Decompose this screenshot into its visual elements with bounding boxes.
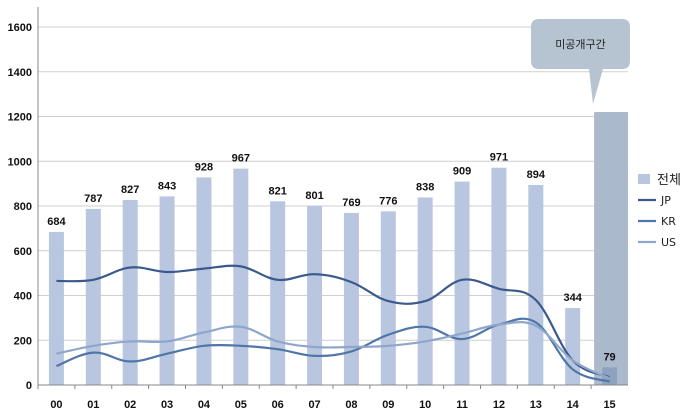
data-label: 894 [527, 169, 546, 181]
x-tick-label: 00 [50, 399, 62, 411]
data-label: 928 [195, 161, 213, 173]
bar [122, 199, 138, 385]
bar [159, 196, 175, 385]
hidden-section-shade [594, 112, 628, 386]
data-label: 967 [232, 153, 250, 165]
hidden-section-callout: 미공개구간 [531, 19, 630, 104]
bar [307, 205, 323, 385]
bar [48, 231, 64, 385]
bar [196, 177, 212, 385]
x-tick-label: 12 [493, 399, 505, 411]
hidden-section-band [594, 112, 628, 386]
legend-label: US [661, 236, 676, 249]
bar [85, 208, 101, 385]
bar [528, 184, 544, 385]
data-label: 79 [603, 351, 615, 363]
data-labels: 684 787 827 843 928 967 821 801 769 776 838 909 971 8… [47, 152, 615, 364]
data-label: 827 [121, 184, 139, 196]
bar [343, 212, 359, 385]
data-label: 769 [342, 197, 360, 209]
x-tick-label: 05 [235, 399, 247, 411]
bar [270, 201, 286, 385]
data-label: 843 [158, 180, 176, 192]
y-tick-label: 800 [14, 201, 32, 213]
x-tick-label: 11 [456, 399, 468, 411]
x-tick-label: 02 [124, 399, 136, 411]
x-tick-label: 15 [603, 399, 615, 411]
x-tick-label: 14 [567, 399, 580, 411]
data-label: 776 [379, 195, 397, 207]
bar [491, 167, 507, 385]
data-label: 344 [564, 292, 583, 304]
y-tick-label: 600 [14, 246, 32, 258]
legend-swatch [638, 174, 650, 184]
callout-label: 미공개구간 [555, 38, 606, 51]
legend-label: KR [661, 215, 676, 228]
bar [380, 211, 396, 385]
line-us [56, 321, 611, 380]
callout-bubble [531, 19, 630, 104]
bar [454, 181, 470, 385]
x-tick-label: 07 [308, 399, 320, 411]
data-label: 971 [490, 152, 508, 164]
y-tick-label: 200 [14, 335, 32, 347]
y-tick-label: 1200 [8, 112, 32, 124]
axes: 0 200 400 600 800 1000 1200 1400 1600 00 01 02 03 04 0… [8, 7, 628, 411]
data-label: 684 [47, 216, 66, 228]
x-tick-label: 04 [198, 399, 211, 411]
data-label: 787 [84, 193, 102, 205]
y-tick-label: 0 [26, 380, 32, 392]
legend-label: 전체 [657, 173, 681, 188]
bar [233, 168, 249, 385]
bars [48, 167, 618, 385]
line-jp [56, 264, 611, 379]
x-tick-label: 08 [345, 399, 357, 411]
x-tick-label: 06 [272, 399, 284, 411]
x-tick-label: 10 [419, 399, 431, 411]
lines [56, 264, 611, 383]
y-tick-label: 1400 [8, 67, 32, 79]
bar [417, 197, 433, 385]
data-label: 838 [416, 181, 434, 193]
x-tick-label: 13 [530, 399, 542, 411]
y-tick-label: 1600 [8, 22, 32, 34]
line-kr [56, 317, 610, 383]
data-label: 909 [453, 166, 471, 178]
x-tick-label: 03 [161, 399, 173, 411]
x-tick-label: 01 [87, 399, 99, 411]
y-tick-label: 400 [14, 291, 32, 303]
legend-label: JP [660, 194, 671, 207]
y-tick-label: 1000 [8, 156, 32, 168]
data-label: 821 [269, 185, 287, 197]
data-label: 801 [305, 190, 323, 202]
legend: 전체 JP KR US [638, 173, 681, 249]
x-tick-label: 09 [382, 399, 394, 411]
